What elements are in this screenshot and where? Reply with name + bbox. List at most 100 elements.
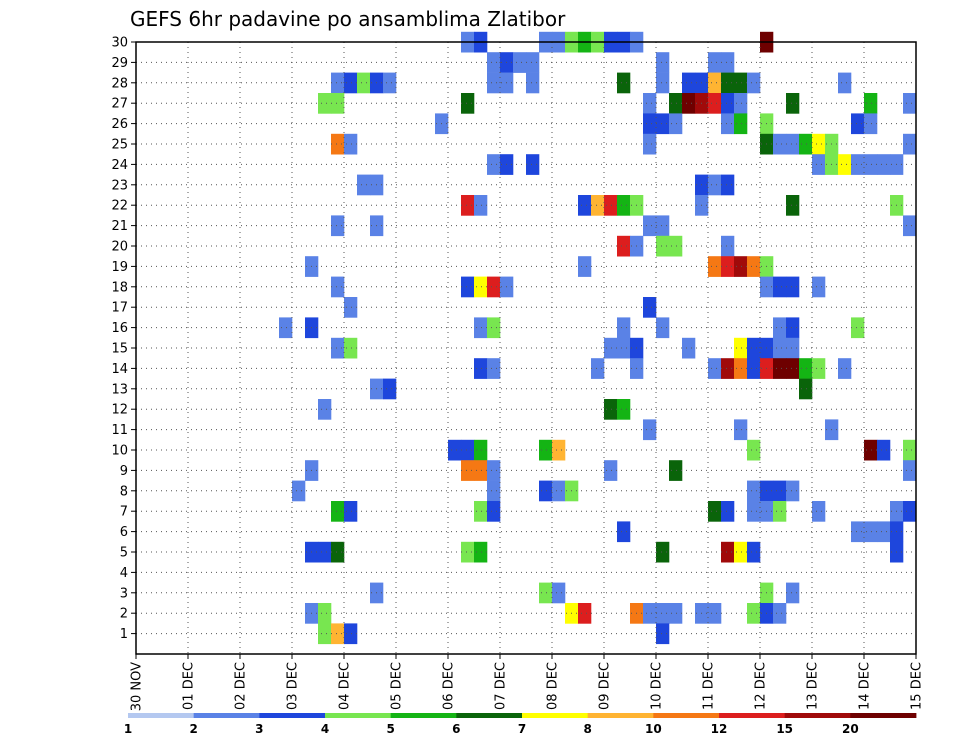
heatmap-cell (643, 93, 657, 114)
heatmap-cell (812, 276, 826, 298)
heatmap-cell (877, 439, 891, 461)
colorbar-segment (653, 713, 720, 718)
heatmap-cell (747, 439, 761, 461)
colorbar-segment (193, 713, 260, 718)
heatmap-cell (656, 623, 670, 645)
heatmap-cell (487, 317, 501, 339)
heatmap-cell (864, 439, 878, 461)
heatmap-cell (487, 276, 501, 298)
heatmap-cell (643, 603, 657, 624)
colorbar-label: 5 (386, 722, 394, 736)
heatmap-cell (786, 337, 800, 359)
y-tick-label: 19 (111, 260, 128, 275)
heatmap-cell (786, 358, 800, 379)
heatmap-cell (656, 72, 670, 94)
heatmap-cell (734, 256, 748, 277)
heatmap-cell (773, 276, 787, 298)
heatmap-cell (708, 174, 722, 196)
heatmap-cell (331, 623, 345, 645)
heatmap-cell (461, 439, 475, 461)
y-tick-label: 20 (111, 240, 128, 255)
colorbar-segment (719, 713, 786, 718)
heatmap-cell (318, 399, 332, 420)
colorbar-segment (128, 713, 195, 718)
y-tick-label: 4 (120, 566, 128, 581)
heatmap-cell (721, 93, 735, 114)
colorbar-label: 1 (124, 722, 132, 736)
y-tick-label: 26 (111, 117, 128, 132)
heatmap-cell (864, 521, 878, 543)
heatmap-cell (526, 154, 540, 175)
x-tick-label: 07 DEC (494, 662, 509, 710)
heatmap-cell (331, 541, 345, 563)
heatmap-cell (708, 93, 722, 114)
y-tick-label: 5 (120, 546, 128, 561)
y-tick-label: 6 (120, 525, 128, 540)
heatmap-cell (344, 297, 358, 318)
heatmap-cell (786, 317, 800, 339)
heatmap-cell (786, 133, 800, 155)
heatmap-cell (487, 358, 501, 379)
colorbar-segment (850, 713, 917, 718)
heatmap-cell (669, 603, 683, 624)
heatmap-cell (734, 337, 748, 359)
heatmap-cell (617, 235, 631, 257)
heatmap-cell (578, 256, 592, 277)
heatmap-cell (474, 541, 488, 563)
heatmap-cell (604, 195, 618, 216)
y-tick-label: 17 (111, 301, 128, 316)
y-tick-label: 3 (120, 586, 128, 601)
colorbar-segment (587, 713, 654, 718)
colorbar-label: 8 (583, 722, 591, 736)
heatmap-cell (747, 541, 761, 563)
heatmap-cell (448, 439, 462, 461)
x-tick-label: 10 DEC (650, 662, 665, 710)
heatmap-cell (552, 480, 566, 502)
heatmap-cell (656, 52, 670, 73)
heatmap-cell (331, 337, 345, 359)
heatmap-cell (474, 439, 488, 461)
heatmap-cell (864, 154, 878, 175)
heatmap-cell (747, 501, 761, 522)
heatmap-cell (526, 52, 540, 73)
heatmap-cell (786, 195, 800, 216)
heatmap-cell (591, 358, 605, 379)
heatmap-cell (539, 582, 553, 604)
heatmap-cell (474, 501, 488, 522)
x-tick-label: 13 DEC (806, 662, 821, 710)
colorbar-label: 6 (452, 722, 460, 736)
heatmap-cell (357, 174, 371, 196)
heatmap-cell (331, 501, 345, 522)
heatmap-cell (903, 460, 917, 481)
heatmap-cell (344, 133, 358, 155)
heatmap-cell (721, 501, 735, 522)
heatmap-cell (877, 154, 891, 175)
heatmap-cell (721, 52, 735, 73)
colorbar-label: 20 (842, 722, 859, 736)
y-tick-label: 10 (111, 444, 128, 459)
heatmap-cell (617, 317, 631, 339)
heatmap-cell (851, 113, 865, 135)
heatmap-cell (747, 480, 761, 502)
heatmap-cell (474, 276, 488, 298)
heatmap-cell (734, 93, 748, 114)
y-tick-label: 29 (111, 56, 128, 71)
x-tick-label: 15 DEC (910, 662, 925, 710)
y-tick-label: 18 (111, 280, 128, 295)
y-tick-label: 13 (111, 382, 128, 397)
heatmap-cell (773, 603, 787, 624)
y-tick-label: 27 (111, 97, 128, 112)
heatmap-cell (461, 541, 475, 563)
heatmap-cell (851, 154, 865, 175)
chart-title: GEFS 6hr padavine po ansamblima Zlatibor (130, 7, 566, 31)
x-tick-label: 14 DEC (858, 662, 873, 710)
heatmap-cell (487, 154, 501, 175)
heatmap-cell (331, 133, 345, 155)
heatmap-cell (669, 113, 683, 135)
heatmap-cell (604, 337, 618, 359)
colorbar-segment (784, 713, 851, 718)
heatmap-cell (812, 358, 826, 379)
heatmap-cell (643, 419, 657, 441)
heatmap-cell (773, 337, 787, 359)
y-tick-label: 30 (111, 36, 128, 51)
